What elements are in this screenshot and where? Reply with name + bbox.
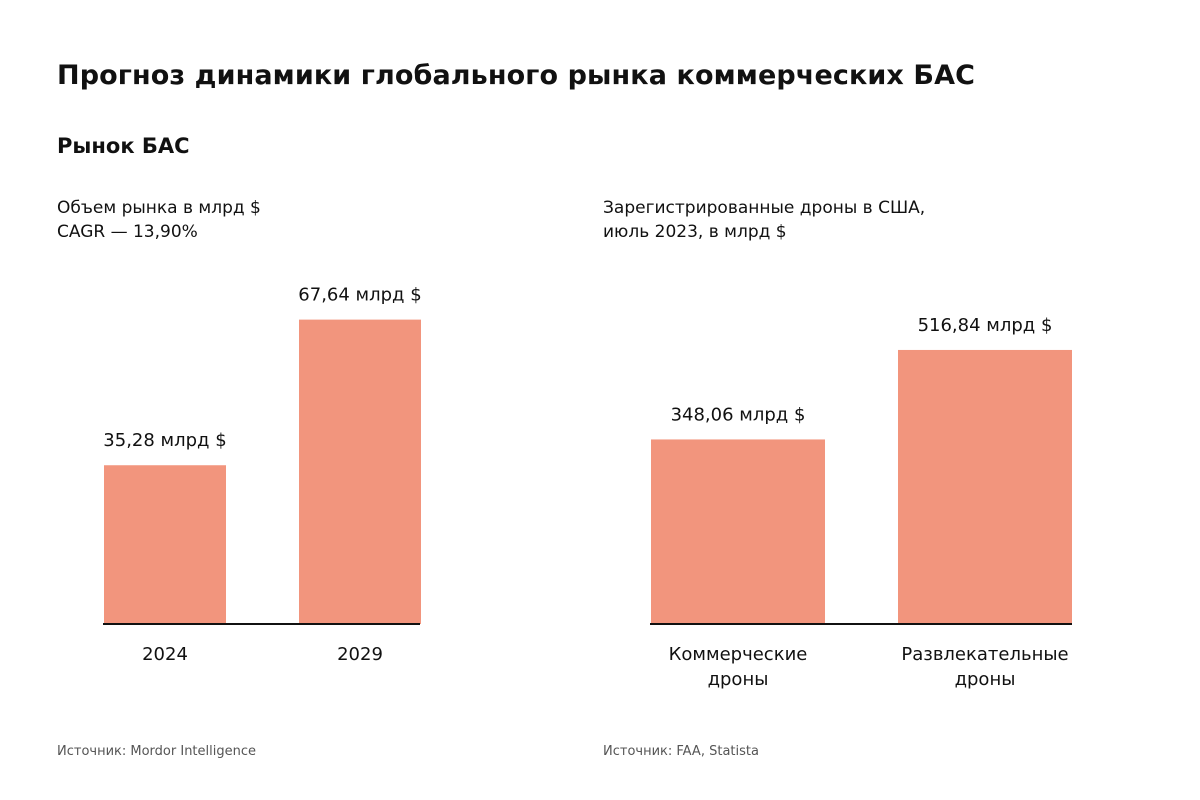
chart-2-value-label-2: 516,84 млрд $ bbox=[918, 315, 1053, 336]
chart-2-category-label-1-line-2: дроны bbox=[708, 669, 769, 690]
chart-2-value-label-1: 348,06 млрд $ bbox=[671, 404, 806, 425]
chart-1-heading-line-1: Объем рынка в млрд $ bbox=[57, 198, 261, 218]
chart-2-heading-line-1: Зарегистрированные дроны в США, bbox=[603, 198, 926, 218]
chart-2-category-label-2-line-1: Развлекательные bbox=[901, 644, 1068, 665]
chart-2-heading: Зарегистрированные дроны в США, июль 202… bbox=[603, 196, 925, 244]
chart-1-bar-1 bbox=[104, 465, 226, 624]
chart-2-bar-1 bbox=[651, 439, 825, 624]
chart-1-bar-2 bbox=[299, 319, 421, 624]
chart-2-category-label-2-line-2: дроны bbox=[955, 669, 1016, 690]
chart-2-heading-line-2: июль 2023, в млрд $ bbox=[603, 222, 787, 242]
chart-1-value-label-1: 35,28 млрд $ bbox=[103, 430, 226, 451]
chart-2-category-label-1-line-1: Коммерческие bbox=[669, 644, 808, 665]
chart-1-category-label-1: 2024 bbox=[142, 644, 188, 665]
chart-2-bar-2 bbox=[898, 349, 1072, 624]
chart-1-heading-line-2: CAGR — 13,90% bbox=[57, 222, 198, 242]
chart-1-heading: Объем рынка в млрд $ CAGR — 13,90% bbox=[57, 196, 261, 244]
page-subtitle: Рынок БАС bbox=[57, 134, 190, 158]
chart-1-category-label-2: 2029 bbox=[337, 644, 383, 665]
chart-1-value-label-2: 67,64 млрд $ bbox=[298, 285, 421, 306]
chart-2-source: Источник: FAA, Statista bbox=[603, 744, 759, 759]
page-title: Прогноз динамики глобального рынка комме… bbox=[57, 60, 976, 91]
chart-1-source: Источник: Mordor Intelligence bbox=[57, 744, 256, 759]
